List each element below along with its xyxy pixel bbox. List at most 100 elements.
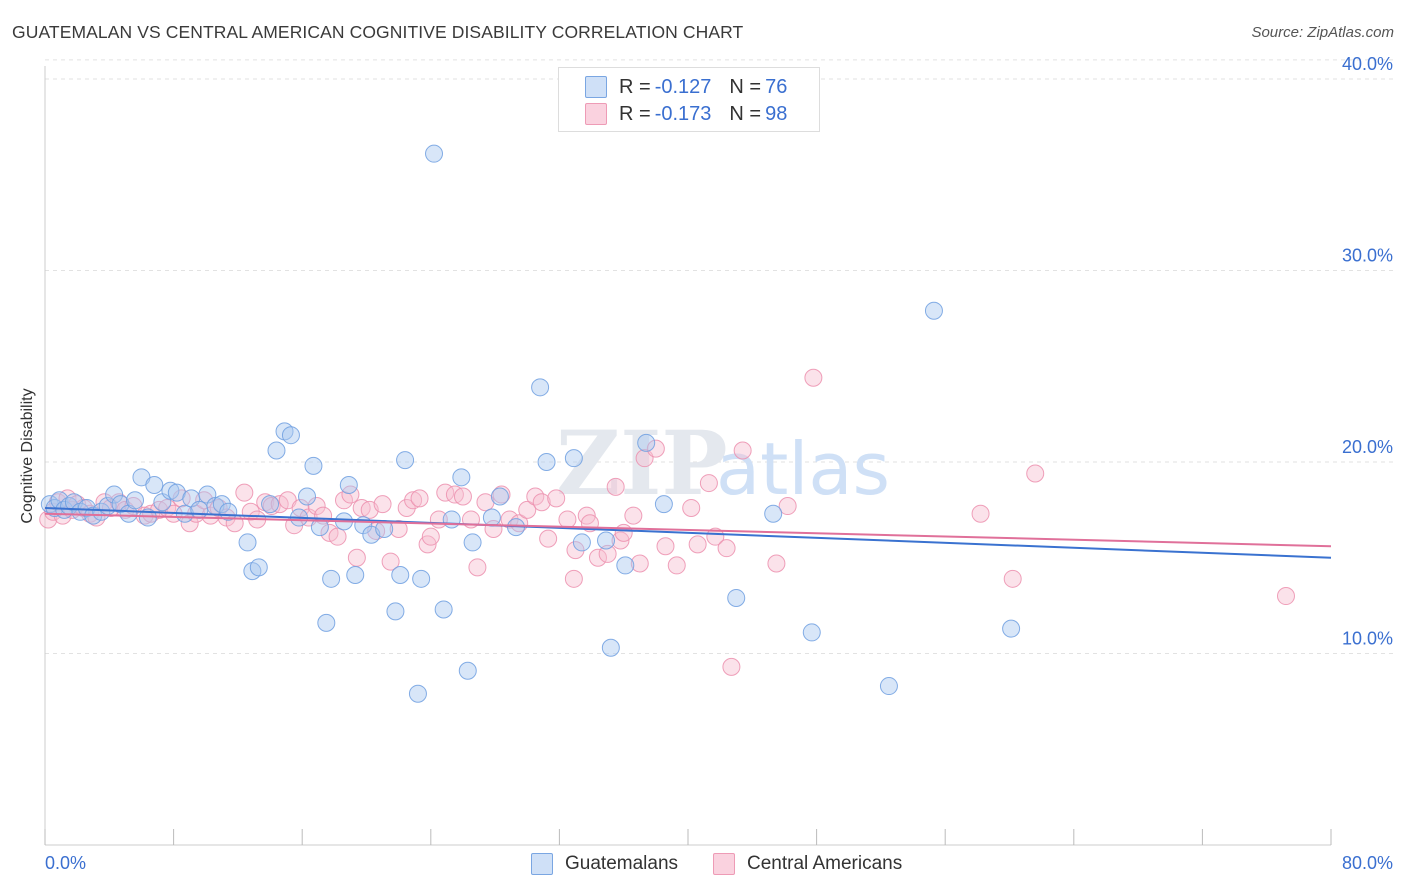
guatemalan-point	[482, 508, 501, 527]
guatemalan-point	[281, 426, 300, 445]
central-american-point	[468, 558, 487, 577]
central-american-point	[341, 485, 360, 504]
guatemalan-point	[161, 481, 180, 500]
trend-layer	[44, 506, 1332, 559]
guatemalan-point	[261, 495, 280, 514]
legend: R = -0.127 N = 76 R = -0.173 N = 98	[558, 67, 820, 132]
axis-layer	[44, 66, 1332, 846]
central-american-point	[614, 523, 633, 542]
guatemalan-point	[396, 451, 415, 470]
legend-n-value: 98	[765, 102, 788, 125]
guatemalan-trend-line	[44, 506, 1332, 559]
central-american-point	[518, 500, 537, 519]
guatemalan-point	[458, 661, 477, 680]
y-tick-label: 30.0%	[1342, 246, 1393, 266]
guatemalan-point	[267, 441, 286, 460]
central-american-point	[699, 474, 718, 493]
guatemalan-point	[145, 475, 164, 494]
legend-r-label: R =	[619, 102, 651, 125]
central-american-point	[971, 504, 990, 523]
central-american-point	[328, 527, 347, 546]
y-axis-label: Cognitive Disability	[19, 388, 36, 524]
guatemalan-point	[463, 533, 482, 552]
chart-title: GUATEMALAN VS CENTRAL AMERICAN COGNITIVE…	[12, 22, 744, 42]
central-american-point	[381, 552, 400, 571]
central-american-point	[410, 489, 429, 508]
guatemalan-point	[531, 378, 550, 397]
guatemalan-point	[408, 684, 427, 703]
guatemalan-point	[339, 475, 358, 494]
legend-n-value: 76	[765, 75, 788, 98]
central-american-point	[767, 554, 786, 573]
central-american-point	[804, 368, 823, 387]
legend-n-label: N =	[729, 102, 762, 125]
guatemalan-point	[412, 569, 431, 588]
central-american-point	[656, 537, 675, 556]
tick-label-layer: 10.0% 20.0% 30.0% 40.0% 0.0% 80.0%	[45, 54, 1393, 873]
guatemalan-point	[298, 487, 317, 506]
guatemalan-point	[304, 456, 323, 475]
central-american-point	[598, 544, 617, 563]
central-american-point	[532, 493, 551, 512]
central-american-point	[733, 441, 752, 460]
legend-r-value: -0.127	[654, 75, 712, 98]
central-american-point	[389, 520, 408, 539]
central-american-point	[706, 527, 725, 546]
y-tick-label: 10.0%	[1342, 629, 1393, 649]
central-american-point	[682, 498, 701, 517]
bottom-legend-label: Guatemalans	[565, 853, 679, 874]
central-american-point	[630, 554, 649, 573]
central-american-point	[624, 506, 643, 525]
guatemalan-point	[802, 623, 821, 642]
guatemalan-point	[727, 588, 746, 607]
guatemalan-point	[637, 433, 656, 452]
central-american-point	[180, 514, 199, 533]
central-american-point	[347, 548, 366, 567]
central-american-point	[1003, 569, 1022, 588]
guatemalan-point	[425, 144, 444, 163]
bottom-legend-guatemalans: Guatemalans	[531, 852, 678, 876]
guatemalan-point	[190, 500, 209, 519]
guatemalan-point	[764, 504, 783, 523]
guatemalan-point	[597, 531, 616, 550]
legend-r-value: -0.173	[654, 102, 712, 125]
x-tick-label: 0.0%	[45, 853, 86, 873]
central-american-point	[667, 556, 686, 575]
guatemalan-point	[212, 495, 231, 514]
central-american-trend-line	[44, 512, 1332, 548]
guatemalan-point	[601, 638, 620, 657]
legend-swatch-blue	[585, 76, 607, 98]
central-american-point	[717, 539, 736, 558]
guatemalan-point	[537, 453, 556, 471]
legend-swatch-pink	[585, 103, 607, 125]
guatemalan-point	[322, 569, 341, 588]
guatemalan-point	[616, 556, 635, 575]
legend-n-label: N =	[729, 75, 762, 98]
bottom-legend-swatch-blue	[531, 853, 553, 875]
guatemalan-point	[654, 495, 673, 514]
guatemalan-point	[77, 498, 96, 517]
central-american-point	[778, 497, 797, 516]
guatemalan-point	[105, 485, 124, 504]
central-american-point	[588, 548, 607, 567]
guatemalan-point	[434, 600, 453, 619]
guatemalan-point	[317, 613, 336, 632]
guatemalan-point	[238, 533, 257, 552]
guatemalan-point	[391, 565, 410, 584]
central-american-point	[404, 491, 423, 510]
central-american-point	[1276, 587, 1295, 606]
central-american-point	[722, 657, 741, 676]
guatemalan-point	[126, 491, 145, 510]
central-american-point	[453, 487, 472, 506]
guatemalan-point	[572, 533, 591, 552]
central-american-point	[558, 510, 577, 529]
bottom-legend-swatch-pink	[713, 853, 735, 875]
central-american-point	[235, 483, 254, 502]
legend-r-label: R =	[619, 75, 651, 98]
central-american-point	[1026, 464, 1045, 483]
central-american-point	[688, 535, 707, 554]
guatemalan-point	[490, 487, 509, 506]
central-american-point	[606, 477, 625, 496]
chart-source: Source: ZipAtlas.com	[1251, 24, 1394, 41]
guatemalan-point	[442, 510, 461, 529]
